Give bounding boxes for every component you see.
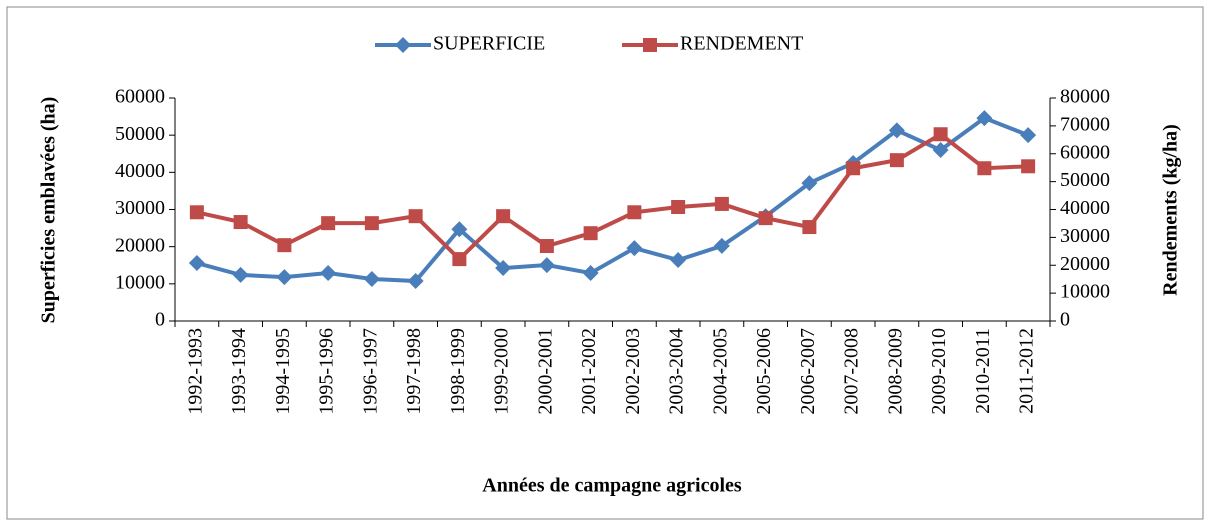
point <box>407 273 424 290</box>
point <box>495 260 512 277</box>
point <box>452 252 467 267</box>
x-tick-label: 2008-2009 <box>884 328 906 415</box>
point <box>976 110 993 127</box>
y2-tick-label: 80000 <box>1060 86 1110 108</box>
point <box>364 216 379 231</box>
y-tick-label: 0 <box>155 309 165 331</box>
point <box>889 153 904 168</box>
point <box>932 142 949 159</box>
x-tick-label: 2002-2003 <box>622 328 644 415</box>
legend-marker <box>395 37 411 53</box>
x-tick-label: 2001-2002 <box>578 328 600 415</box>
point <box>801 175 818 192</box>
x-tick-label: 1996-1997 <box>359 328 381 415</box>
point <box>233 215 248 230</box>
point <box>539 239 554 254</box>
y-tick-label: 10000 <box>115 271 165 293</box>
x-tick-label: 2011-2012 <box>1016 328 1038 414</box>
x-tick-label: 2000-2001 <box>534 328 556 415</box>
point <box>583 226 598 241</box>
y-tick-label: 60000 <box>115 86 165 108</box>
point <box>713 237 730 254</box>
point <box>977 161 992 176</box>
series-line <box>196 131 1029 262</box>
series-line <box>196 115 1029 284</box>
y2-tick-label: 20000 <box>1060 253 1110 275</box>
x-tick-label: 1992-1993 <box>184 328 206 415</box>
y2-tick-label: 40000 <box>1060 197 1110 219</box>
point <box>451 221 468 238</box>
x-tick-label: 1999-2000 <box>491 328 513 415</box>
point <box>582 265 599 282</box>
point <box>189 205 204 220</box>
x-tick-label: 2004-2005 <box>709 328 731 415</box>
x-tick-label: 2009-2010 <box>928 328 950 415</box>
point <box>626 240 643 257</box>
point <box>671 199 686 214</box>
point <box>232 266 249 283</box>
point <box>538 257 555 274</box>
point <box>408 209 423 224</box>
y-tick-label: 50000 <box>115 123 165 145</box>
x-tick-label: 2003-2004 <box>666 328 688 415</box>
y2-tick-label: 60000 <box>1060 141 1110 163</box>
y2-tick-label: 0 <box>1060 309 1070 331</box>
y2-tick-label: 10000 <box>1060 281 1110 303</box>
point <box>496 209 511 224</box>
point <box>276 269 293 286</box>
point <box>627 205 642 220</box>
y2-axis-title: Rendements (kg/ha) <box>1160 124 1182 296</box>
point <box>714 196 729 211</box>
x-tick-label: 1995-1996 <box>316 328 338 415</box>
point <box>758 211 773 226</box>
x-tick-label: 1994-1995 <box>272 328 294 415</box>
point <box>321 216 336 231</box>
legend-label: RENDEMENT <box>680 33 803 55</box>
point <box>320 265 337 282</box>
point <box>933 127 948 142</box>
point <box>670 252 687 269</box>
point <box>1021 159 1036 174</box>
x-tick-label: 2007-2008 <box>841 328 863 415</box>
x-tick-label: 1998-1999 <box>447 328 469 415</box>
legend-label: SUPERFICIE <box>433 33 545 55</box>
point <box>277 238 292 253</box>
point <box>188 255 205 272</box>
point <box>802 220 817 235</box>
y2-tick-label: 70000 <box>1060 113 1110 135</box>
x-tick-label: 1997-1998 <box>403 328 425 415</box>
x-tick-label: 2005-2006 <box>753 328 775 415</box>
y-tick-label: 40000 <box>115 160 165 182</box>
x-axis-title: Années de campagne agricoles <box>482 475 742 497</box>
x-tick-label: 1993-1994 <box>228 328 250 415</box>
legend-marker <box>643 38 657 52</box>
y-axis-title: Superficies emblavées (ha) <box>38 97 60 324</box>
y2-tick-label: 30000 <box>1060 225 1110 247</box>
point <box>888 122 905 139</box>
point <box>363 271 380 288</box>
y2-tick-label: 50000 <box>1060 169 1110 191</box>
x-tick-label: 2010-2011 <box>972 328 994 414</box>
point <box>1020 127 1037 144</box>
x-tick-label: 2006-2007 <box>797 328 819 415</box>
y-tick-label: 30000 <box>115 197 165 219</box>
y-tick-label: 20000 <box>115 234 165 256</box>
point <box>846 161 861 176</box>
